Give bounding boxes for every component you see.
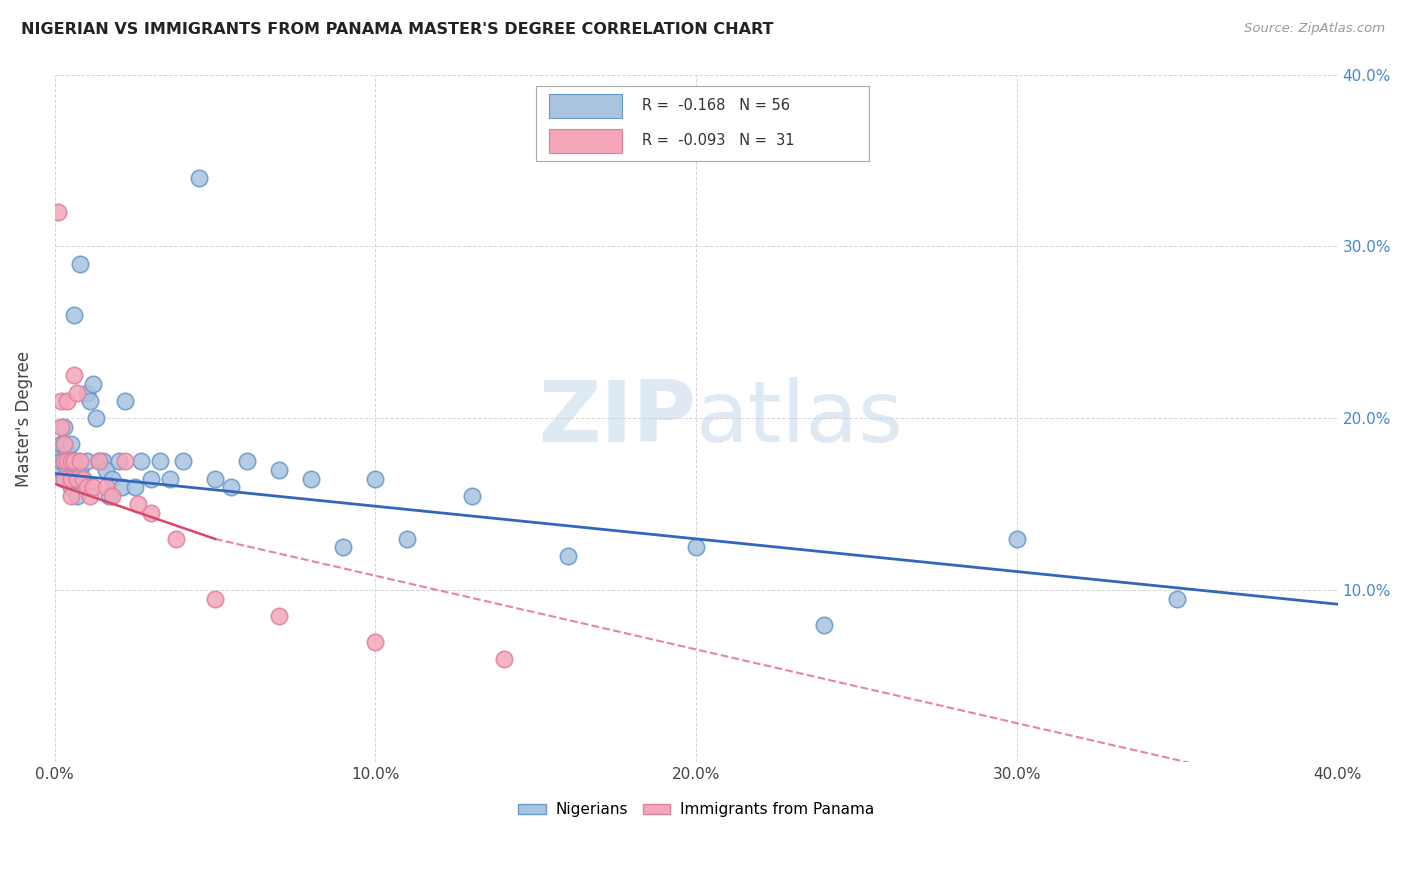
Text: NIGERIAN VS IMMIGRANTS FROM PANAMA MASTER'S DEGREE CORRELATION CHART: NIGERIAN VS IMMIGRANTS FROM PANAMA MASTE…: [21, 22, 773, 37]
Point: [49, 454, 72, 468]
Point: [94, 480, 117, 494]
Point: [89, 454, 111, 468]
Text: atlas: atlas: [696, 377, 904, 460]
Point: [299, 472, 322, 486]
Point: [53, 472, 76, 486]
Point: [172, 454, 194, 468]
Point: [49, 394, 72, 409]
Point: [46, 454, 69, 468]
Point: [139, 472, 162, 486]
Point: [165, 532, 187, 546]
Point: [124, 480, 146, 494]
Text: ZIP: ZIP: [538, 377, 696, 460]
Legend: Nigerians, Immigrants from Panama: Nigerians, Immigrants from Panama: [512, 797, 880, 823]
Point: [460, 489, 482, 503]
Point: [49, 463, 72, 477]
Point: [66, 472, 89, 486]
Text: Source: ZipAtlas.com: Source: ZipAtlas.com: [1244, 22, 1385, 36]
Point: [59, 489, 82, 503]
Point: [69, 463, 91, 477]
Point: [1005, 532, 1028, 546]
Point: [53, 454, 76, 468]
Point: [66, 385, 89, 400]
Point: [62, 472, 84, 486]
Point: [114, 454, 136, 468]
Point: [149, 454, 172, 468]
Point: [267, 463, 290, 477]
Point: [69, 454, 91, 468]
Point: [56, 454, 79, 468]
Point: [82, 480, 104, 494]
Point: [49, 437, 72, 451]
Point: [56, 394, 79, 409]
Point: [685, 541, 707, 555]
Point: [127, 498, 149, 512]
Point: [72, 472, 94, 486]
Point: [364, 472, 387, 486]
Point: [53, 437, 76, 451]
Point: [82, 377, 104, 392]
Point: [813, 618, 835, 632]
Point: [492, 652, 515, 666]
Point: [1166, 592, 1188, 607]
Point: [59, 472, 82, 486]
Point: [101, 472, 124, 486]
Point: [129, 454, 152, 468]
Point: [101, 489, 124, 503]
Point: [267, 609, 290, 624]
Point: [91, 454, 114, 468]
Point: [139, 506, 162, 520]
Point: [557, 549, 579, 563]
Point: [69, 257, 91, 271]
Point: [59, 454, 82, 468]
Point: [62, 368, 84, 383]
Point: [204, 592, 226, 607]
Point: [62, 308, 84, 322]
Point: [98, 489, 121, 503]
Point: [236, 454, 259, 468]
Point: [76, 454, 98, 468]
Point: [219, 480, 242, 494]
Point: [332, 541, 354, 555]
Point: [66, 489, 89, 503]
Point: [114, 394, 136, 409]
Point: [53, 472, 76, 486]
Point: [364, 635, 387, 649]
Point: [79, 394, 101, 409]
Point: [76, 480, 98, 494]
Point: [53, 420, 76, 434]
Point: [79, 489, 101, 503]
Point: [62, 454, 84, 468]
Point: [56, 446, 79, 460]
Point: [49, 420, 72, 434]
Point: [66, 454, 89, 468]
Point: [46, 446, 69, 460]
Point: [53, 437, 76, 451]
Point: [84, 411, 107, 425]
Point: [53, 454, 76, 468]
Point: [89, 454, 111, 468]
Point: [159, 472, 181, 486]
Point: [59, 437, 82, 451]
Point: [204, 472, 226, 486]
Point: [56, 463, 79, 477]
Point: [94, 463, 117, 477]
Point: [76, 385, 98, 400]
Point: [56, 454, 79, 468]
Y-axis label: Master's Degree: Master's Degree: [15, 351, 32, 486]
Point: [107, 454, 129, 468]
Point: [187, 170, 209, 185]
Point: [72, 472, 94, 486]
Point: [59, 454, 82, 468]
Point: [396, 532, 419, 546]
Point: [46, 205, 69, 219]
Point: [59, 480, 82, 494]
Point: [111, 480, 134, 494]
